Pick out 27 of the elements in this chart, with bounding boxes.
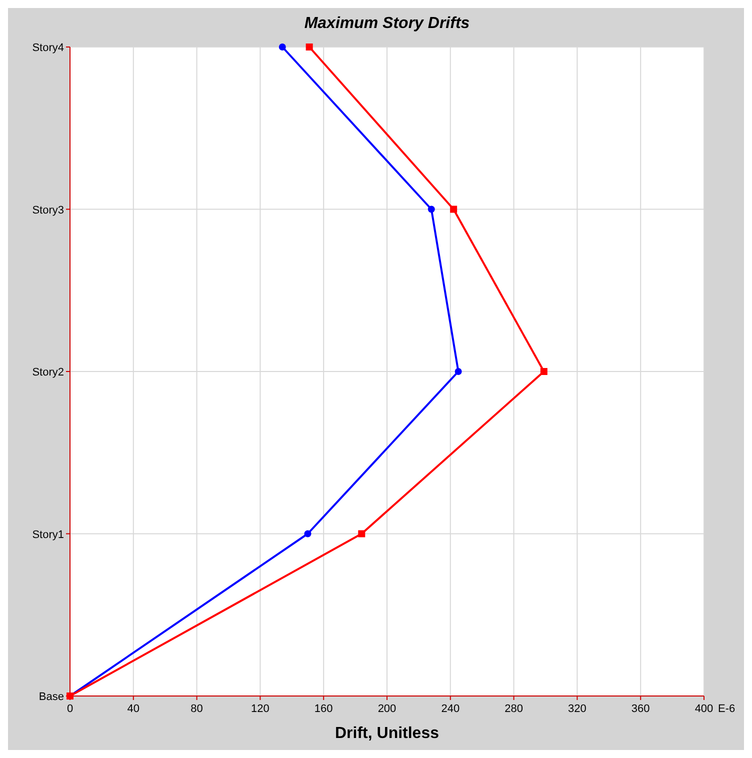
point (306, 44, 313, 50)
y-tick-label: Story4 (32, 42, 64, 54)
point (450, 206, 458, 213)
x-tick-label: 280 (504, 703, 523, 715)
x-tick-label: 160 (314, 703, 333, 715)
point (540, 368, 548, 375)
x-tick-label: 240 (441, 703, 460, 715)
x-tick-label: 360 (631, 703, 650, 715)
x-tick-label: 120 (251, 703, 270, 715)
x-axis-title: Drift, Unitless (334, 725, 440, 742)
point (428, 206, 435, 213)
y-tick-label: Base (38, 691, 64, 703)
y-tick-label: Story3 (32, 204, 64, 216)
point (278, 44, 286, 50)
x-tick-label: 400 (694, 703, 714, 715)
point (304, 530, 312, 538)
x-tick-label: 80 (190, 703, 203, 715)
y-tick-label: Story1 (32, 528, 64, 541)
text: E-6 (718, 703, 736, 715)
x-tick-label: 320 (568, 703, 586, 715)
x-tick-label: 40 (127, 703, 140, 715)
chart-title: Maximum Story Drifts (304, 15, 470, 32)
y-tick-label: Story2 (32, 366, 64, 378)
point (454, 368, 462, 375)
point (358, 530, 366, 538)
x-tick-label: 0 (66, 703, 74, 715)
x-tick-label: 200 (378, 703, 396, 715)
